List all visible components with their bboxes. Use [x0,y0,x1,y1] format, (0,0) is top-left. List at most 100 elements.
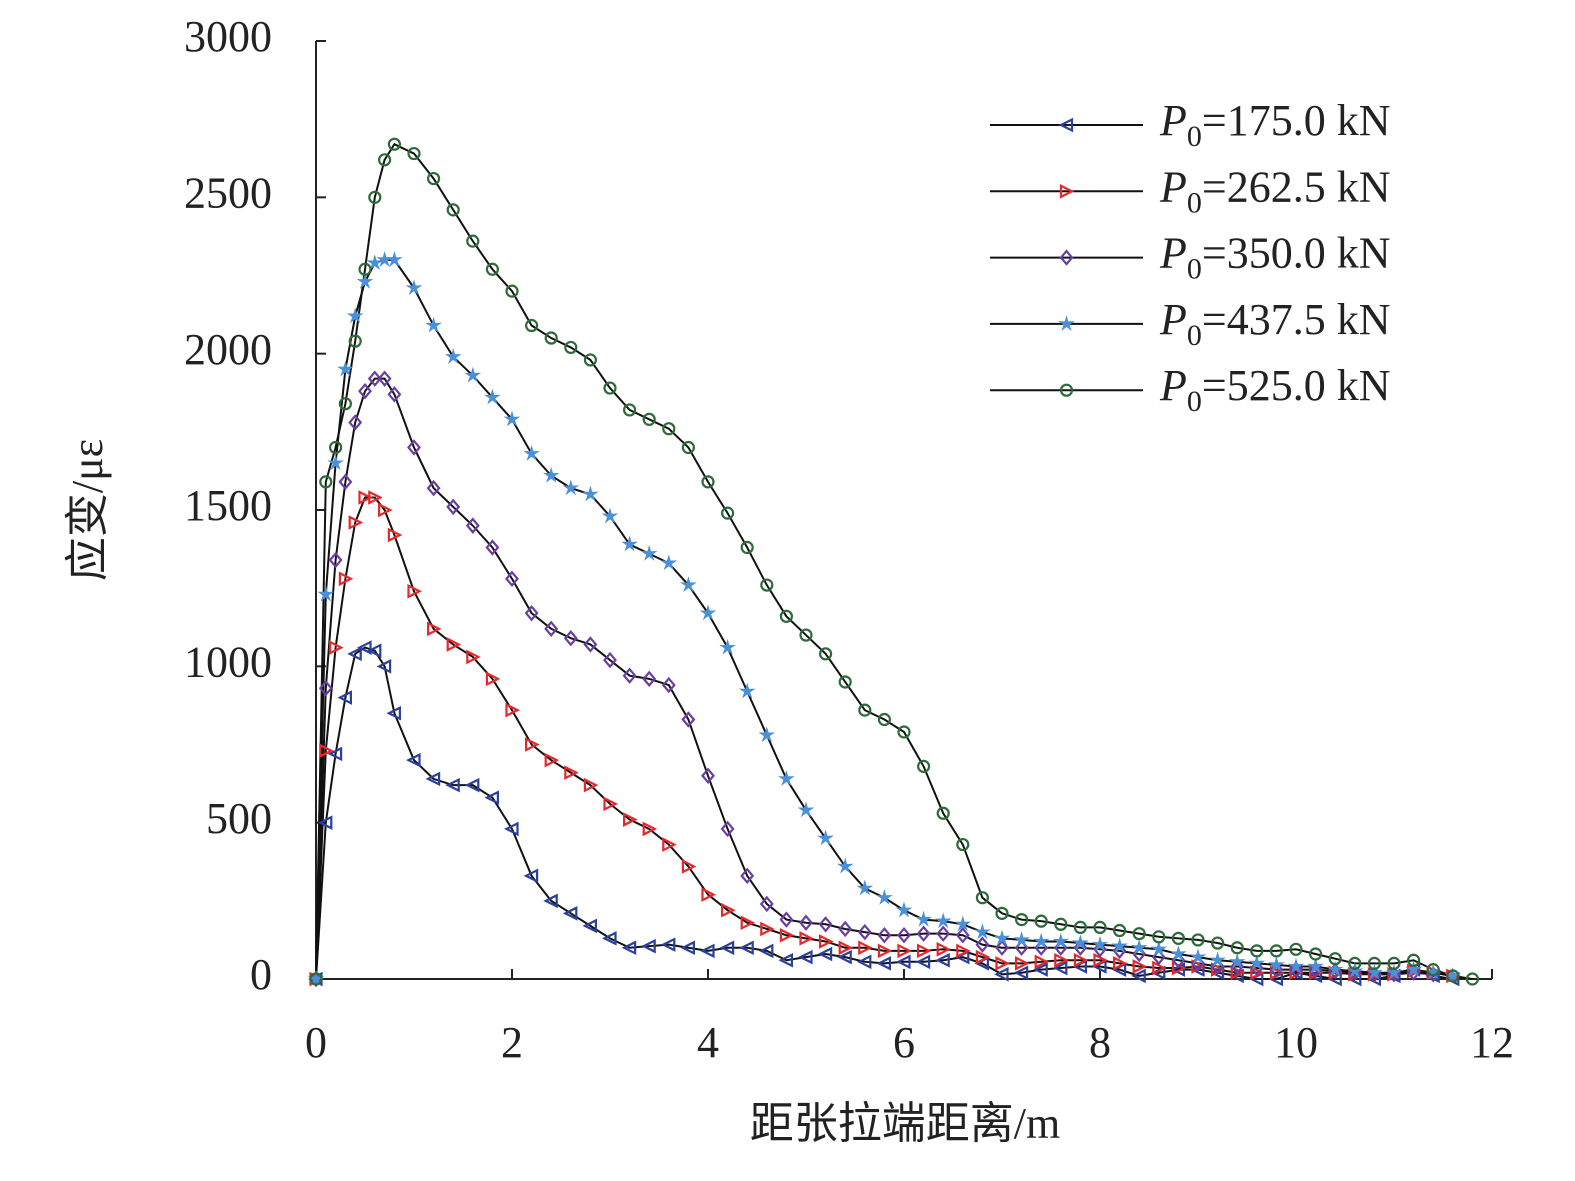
marker [1366,963,1383,980]
marker [837,949,852,965]
marker [464,777,480,793]
marker [425,771,441,787]
marker [348,515,364,530]
marker [603,651,617,669]
marker [1189,948,1207,965]
y-tick-label: 500 [206,794,272,843]
marker [856,954,872,970]
marker [446,637,462,652]
marker [317,585,335,602]
marker [338,571,354,587]
marker [956,943,971,959]
marker [1132,959,1148,974]
marker [799,628,813,642]
marker [1289,961,1303,978]
marker [328,551,343,569]
marker [543,893,558,909]
marker [1308,947,1323,961]
marker [993,929,1011,946]
marker [799,914,813,931]
marker [466,234,480,248]
marker [1406,953,1421,967]
marker [367,370,382,387]
marker [621,940,637,956]
x-tick-label: 12 [1470,1018,1514,1067]
marker [897,943,912,959]
marker [446,498,461,516]
y-tick-label: 3000 [184,12,272,61]
marker [956,837,970,852]
marker [1346,962,1364,979]
marker [524,318,539,333]
marker [1289,942,1303,956]
marker [994,967,1009,982]
marker [936,925,951,942]
marker [681,440,696,455]
marker [1230,958,1245,975]
marker [327,746,343,762]
marker [564,340,578,355]
marker [681,711,696,728]
marker [856,879,874,896]
marker [719,638,736,655]
marker [368,190,382,204]
marker [1170,945,1187,962]
marker [405,279,423,296]
marker [1307,968,1323,984]
marker [583,353,598,367]
marker [720,902,736,918]
marker [876,888,893,905]
marker [563,629,578,647]
marker [838,675,852,689]
marker [1348,956,1362,970]
marker [505,284,519,298]
marker [779,927,795,943]
marker [544,620,559,638]
marker [1014,956,1030,971]
marker [366,643,382,658]
marker [1073,952,1089,968]
marker [1073,920,1088,935]
marker [660,937,676,952]
marker [1191,933,1205,947]
marker [1052,932,1070,949]
marker [337,360,354,377]
marker [378,153,392,167]
legend-label: P0=437.5 kN [1159,295,1390,352]
marker [603,796,618,812]
marker [376,659,392,674]
y-tick-label: 1500 [184,481,272,530]
marker [1406,964,1421,981]
marker [916,943,932,959]
x-tick-label: 10 [1274,1018,1318,1067]
marker [681,859,697,874]
marker [1072,934,1089,951]
marker [523,444,540,461]
marker [358,262,372,276]
marker [348,334,362,348]
marker [895,901,913,918]
marker [936,806,950,820]
marker [1230,941,1244,955]
marker [583,777,599,793]
marker [1287,957,1305,974]
marker [465,517,480,534]
marker [877,927,892,944]
marker [935,952,950,968]
marker [1465,972,1480,986]
marker [680,940,696,956]
marker [387,527,403,543]
marker [642,412,656,426]
marker [317,815,333,830]
marker [680,576,697,593]
marker [1269,944,1284,958]
marker [1033,962,1048,977]
marker [858,703,872,717]
marker [1034,914,1048,928]
marker [1230,965,1246,981]
marker [779,911,794,928]
marker [955,927,970,944]
x-tick-label: 2 [501,1018,523,1067]
marker [358,382,372,400]
marker [640,544,658,561]
